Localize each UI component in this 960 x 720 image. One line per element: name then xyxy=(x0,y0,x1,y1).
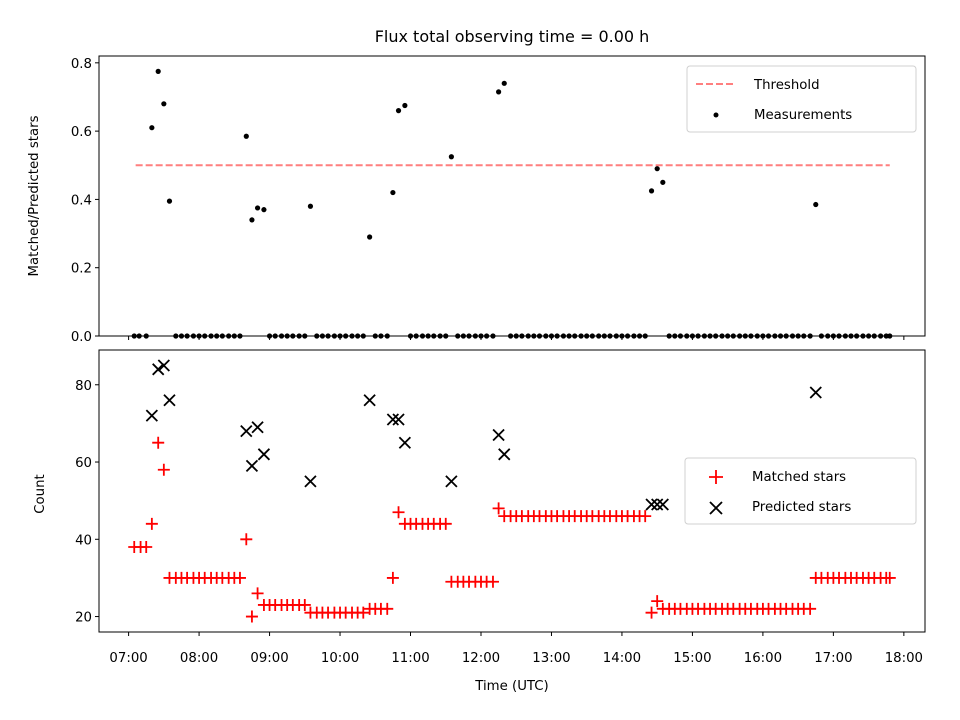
predicted-star-point xyxy=(445,475,458,488)
bottom-plot-frame xyxy=(98,349,926,633)
measurement-point xyxy=(390,189,396,196)
top-y-tick-label: 0.8 xyxy=(71,57,92,72)
top-plot-frame xyxy=(98,55,926,337)
matched-star-point xyxy=(651,595,664,608)
measurement-point xyxy=(367,234,373,240)
measurement-point xyxy=(243,133,249,139)
legend-predicted-label: Predicted stars xyxy=(752,500,851,515)
x-tick-label: 12:00 xyxy=(462,651,500,666)
top-y-tick-label: 0.4 xyxy=(71,193,92,208)
predicted-star-point xyxy=(392,413,405,426)
bottom-y-tick-label: 80 xyxy=(75,379,92,394)
top-y-tick-label: 0.0 xyxy=(71,330,92,345)
measurement-point xyxy=(261,207,267,213)
bottom-legend: Matched stars Predicted stars xyxy=(684,457,917,525)
bottom-y-axis-label: Count xyxy=(33,474,48,514)
bottom-plot: 20 40 60 80 07:00 08:00 09:00 10:00 11:00 12:00 13… xyxy=(75,359,923,666)
predicted-star-point xyxy=(152,363,165,376)
legend-matched-label: Matched stars xyxy=(752,470,846,485)
matched-star-point xyxy=(883,571,896,584)
predicted-star-point xyxy=(398,436,412,449)
matched-star-point xyxy=(240,533,253,546)
matched-star-point xyxy=(645,606,658,619)
x-tick-label: 13:00 xyxy=(532,651,570,666)
x-tick-label: 09:00 xyxy=(250,651,288,666)
predicted-legend-marker xyxy=(709,501,723,515)
measurement-point xyxy=(307,203,314,209)
predicted-star-point xyxy=(492,428,505,442)
top-y-axis-label: Matched/Predicted stars xyxy=(27,115,42,276)
measurement-point xyxy=(395,108,402,114)
legend-measurements-label: Measurements xyxy=(754,108,852,123)
matched-star-point xyxy=(639,510,652,523)
chart-title: Flux total observing time = 0.00 h xyxy=(375,27,650,46)
predicted-star-point xyxy=(157,359,170,372)
matched-star-point xyxy=(251,587,264,600)
measurement-point xyxy=(254,205,261,211)
x-tick-label: 10:00 xyxy=(321,651,359,666)
matched-star-point xyxy=(492,502,505,515)
bottom-y-tick-label: 40 xyxy=(75,533,92,548)
matched-star-point xyxy=(804,602,817,615)
matched-star-point xyxy=(381,602,394,615)
predicted-star-point xyxy=(386,413,400,426)
predicted-star-point xyxy=(304,475,317,488)
matched-star-point xyxy=(233,571,246,584)
predicted-star-point xyxy=(498,448,511,461)
measurement-point xyxy=(660,179,666,185)
predicted-star-point xyxy=(245,459,259,473)
matched-star-point xyxy=(392,506,405,519)
measurement-point xyxy=(648,188,655,194)
predicted-star-point xyxy=(145,409,158,422)
matched-star-point xyxy=(386,571,399,584)
legend-threshold-label: Threshold xyxy=(753,78,820,93)
predicted-star-point xyxy=(163,394,176,407)
bottom-y-tick-label: 20 xyxy=(75,611,92,626)
x-tick-label: 17:00 xyxy=(814,651,852,666)
measurement-point xyxy=(155,68,161,74)
measurement-point xyxy=(448,154,454,160)
predicted-star-point xyxy=(363,394,376,407)
measurement-point xyxy=(166,198,173,204)
measurement-point xyxy=(813,201,819,208)
measurement-point xyxy=(654,166,660,172)
matched-legend-marker xyxy=(709,470,723,484)
x-tick-label: 07:00 xyxy=(109,651,147,666)
x-axis-label: Time (UTC) xyxy=(474,679,549,694)
measurement-point xyxy=(249,217,255,223)
measurement-point xyxy=(501,80,507,86)
x-tick-label: 08:00 xyxy=(180,651,218,666)
predicted-star-point xyxy=(645,498,658,511)
measurement-point xyxy=(402,102,408,109)
measurement-point xyxy=(496,89,502,95)
top-y-tick-label: 0.6 xyxy=(71,125,92,140)
matched-star-point xyxy=(439,517,452,530)
predicted-star-point xyxy=(240,424,253,438)
predicted-star-point xyxy=(809,386,822,399)
bottom-y-tick-label: 60 xyxy=(75,456,92,471)
measurements-legend-marker xyxy=(713,112,719,118)
measurement-point xyxy=(149,125,155,131)
top-y-tick-label: 0.2 xyxy=(71,262,92,277)
matched-star-point xyxy=(245,610,258,623)
matched-star-point xyxy=(486,575,499,588)
x-tick-label: 18:00 xyxy=(885,651,923,666)
predicted-star-point xyxy=(257,448,271,461)
x-tick-label: 16:00 xyxy=(744,651,782,666)
matched-star-point xyxy=(157,463,170,476)
x-tick-label: 11:00 xyxy=(391,651,429,666)
matched-star-point xyxy=(357,606,370,619)
predicted-star-point xyxy=(656,498,669,511)
x-tick-label: 14:00 xyxy=(603,651,641,666)
matched-star-point xyxy=(140,541,153,554)
matched-star-point xyxy=(298,598,311,611)
matched-star-point xyxy=(152,436,165,449)
top-legend: Threshold Measurements xyxy=(686,65,917,133)
measurement-point xyxy=(161,101,167,107)
predicted-star-point xyxy=(251,421,264,434)
predicted-star-point xyxy=(651,498,664,511)
matched-star-point xyxy=(145,517,158,530)
x-tick-label: 15:00 xyxy=(673,651,711,666)
